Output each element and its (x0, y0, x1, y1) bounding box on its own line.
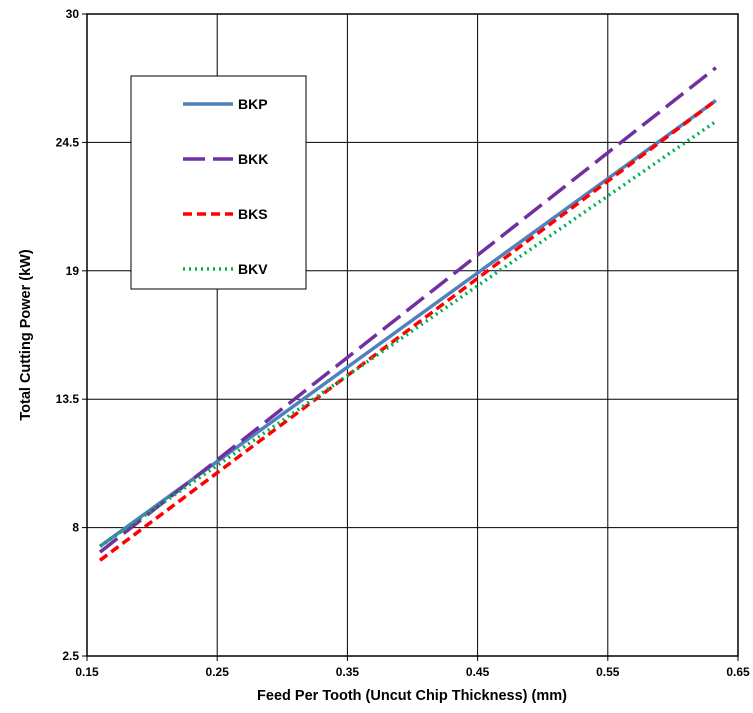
series-line-bkk (98, 66, 717, 554)
y-tick-label: 24.5 (56, 135, 80, 149)
x-tick-label: 0.45 (466, 665, 490, 679)
x-tick-label: 0.55 (596, 665, 620, 679)
y-tick-label: 30 (66, 7, 80, 21)
y-tick-label: 19 (66, 264, 80, 278)
plot-area-border (86, 13, 739, 657)
legend: BKP BKK BKS BKV (130, 75, 307, 290)
legend-box (130, 75, 307, 290)
series-lines (98, 66, 717, 562)
x-tick-label: 0.25 (206, 665, 230, 679)
legend-label-bks: BKS (238, 206, 268, 222)
legend-label-bkp: BKP (238, 96, 268, 112)
legend-label-bkk: BKK (238, 151, 268, 167)
tick-labels: 0.15 0.25 0.35 0.45 0.55 0.65 2.5 8 13.5 19 24.5 30 (56, 7, 750, 679)
x-tick-label: 0.35 (336, 665, 360, 679)
x-axis-title: Feed Per Tooth (Uncut Chip Thickness) (m… (257, 688, 567, 704)
y-tick-label: 2.5 (62, 649, 79, 663)
series-line-bks (98, 98, 717, 562)
y-tick-label: 13.5 (56, 392, 80, 406)
x-tick-label: 0.65 (726, 665, 750, 679)
legend-label-bkv: BKV (238, 261, 268, 277)
x-tick-label: 0.15 (75, 665, 99, 679)
y-tick-label: 8 (72, 521, 79, 535)
y-axis-title: Total Cutting Power (kW) (18, 249, 34, 420)
